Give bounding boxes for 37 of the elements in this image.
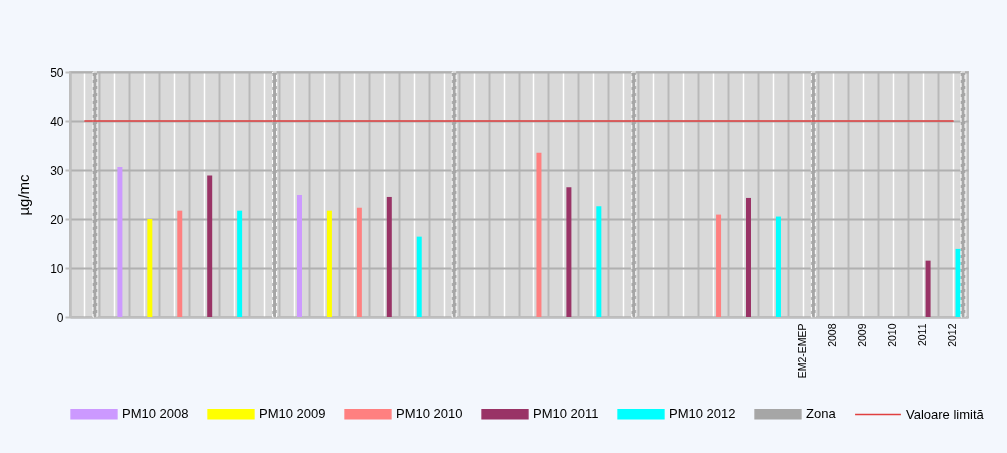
bar — [356, 207, 362, 317]
bar — [386, 196, 392, 317]
y-tick-label: 40 — [50, 114, 64, 129]
x-tick-label: 2010 — [886, 323, 899, 347]
y-tick-label: 0 — [56, 310, 64, 325]
legend-label: PM10 2009 — [259, 406, 326, 422]
y-tick-label: 10 — [50, 261, 64, 276]
legend-label: PM10 2008 — [122, 406, 189, 422]
bar — [117, 167, 123, 317]
legend-label: Valoare limită — [906, 406, 985, 422]
bar — [925, 260, 931, 317]
bar — [207, 175, 213, 317]
bar — [177, 210, 183, 317]
legend-label: PM10 2012 — [669, 406, 736, 422]
legend-label: Zona — [806, 406, 837, 422]
y-tick-label: 30 — [50, 163, 64, 178]
bar — [297, 194, 302, 317]
bar — [147, 219, 153, 317]
bar — [326, 210, 332, 317]
y-tick-label: 20 — [50, 212, 64, 227]
bar — [716, 214, 722, 317]
bar — [596, 206, 602, 317]
x-tick-label: 2008 — [826, 323, 839, 347]
bar — [536, 152, 542, 317]
legend-label: PM10 2010 — [396, 406, 463, 422]
x-tick-label: 2012 — [946, 323, 959, 347]
y-tick-label: 50 — [50, 65, 64, 80]
y-axis-title: µg/mc — [15, 173, 33, 216]
legend-label: PM10 2011 — [533, 406, 599, 422]
bar — [746, 197, 751, 317]
bar — [237, 210, 243, 317]
bar — [416, 236, 422, 317]
x-tick-label: 2011 — [916, 323, 929, 347]
x-tick-label: EM2-EMEP — [796, 323, 809, 379]
x-tick-label: 2009 — [856, 323, 869, 347]
bar — [566, 187, 572, 317]
bar — [775, 216, 781, 317]
